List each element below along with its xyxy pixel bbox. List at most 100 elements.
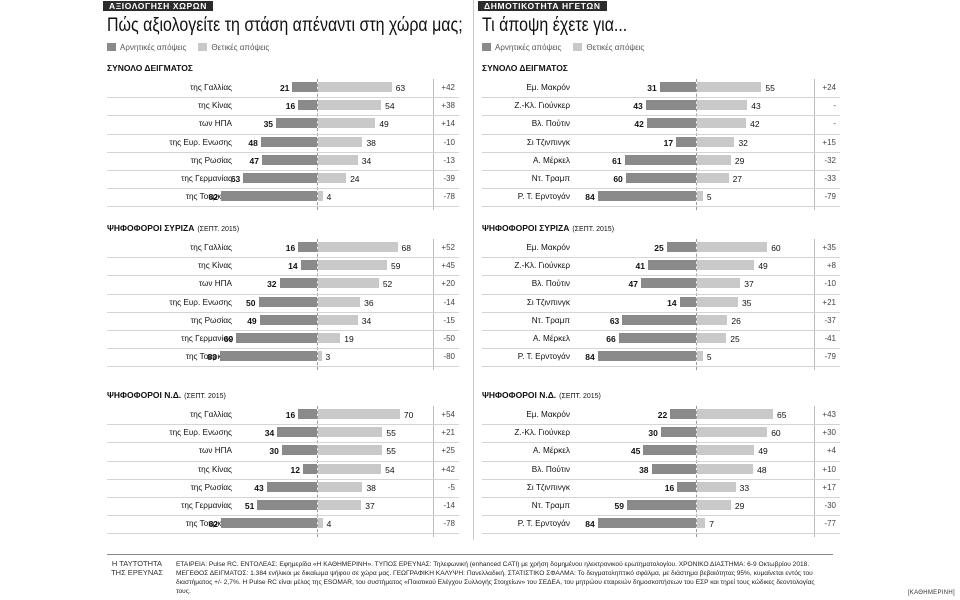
positive-value: 68 [401, 243, 412, 253]
negative-value: 84 [585, 519, 595, 530]
balance-value: -37 [824, 315, 836, 325]
positive-value: 35 [741, 297, 752, 308]
balance-value: -30 [824, 501, 836, 510]
negative-value: 59 [614, 501, 624, 511]
category-label: Βλ. Πούτιν [531, 119, 570, 129]
negative-bar [646, 118, 696, 129]
positive-value: 49 [758, 446, 768, 457]
positive-bar [318, 82, 392, 92]
positive-bar [697, 333, 727, 343]
zero-axis [317, 406, 319, 538]
positive-bar [697, 242, 768, 252]
category-label: Βλ. Πούτιν [531, 464, 570, 474]
negative-bar [660, 427, 696, 438]
negative-value: 14 [288, 261, 298, 272]
negative-bar [659, 82, 696, 92]
diff-separator [814, 406, 815, 538]
balance-value: -10 [443, 137, 455, 147]
category-label: Σι Τζινπινγκ [526, 137, 570, 147]
group-note: (ΣΕΠΤ. 2015) [559, 393, 601, 400]
zero-axis [696, 239, 698, 371]
positive-bar [318, 427, 383, 438]
balance-value: +20 [441, 279, 455, 289]
legend-swatch [198, 43, 208, 51]
positive-value: 3 [325, 352, 331, 363]
positive-value: 48 [757, 464, 767, 475]
positive-value: 55 [765, 83, 775, 93]
negative-value: 16 [285, 410, 296, 420]
balance-value: -15 [443, 315, 455, 325]
positive-bar [697, 500, 731, 510]
positive-value: 49 [379, 119, 389, 130]
row-gridline [107, 151, 459, 153]
positive-value: 34 [361, 155, 372, 166]
category-label: της Ευρ. Ενωσης [169, 297, 232, 307]
row-gridline [482, 151, 840, 153]
positive-value: 4 [326, 192, 332, 203]
row-gridline [107, 293, 459, 295]
group-title: ΨΗΦΟΦΟΡΟΙ Ν.Δ. (ΣΕΠΤ. 2015) [107, 390, 226, 400]
category-label: της Ρωσίας [190, 482, 232, 492]
positive-value: 7 [709, 519, 714, 530]
footer-rule [107, 554, 833, 555]
row-gridline [482, 442, 840, 444]
category-label: της Ευρ. Ενωσης [169, 428, 232, 438]
negative-bar [641, 278, 696, 289]
positive-value: 54 [385, 464, 395, 475]
positive-bar [318, 118, 376, 129]
category-label: Ζ.-Κλ. Γιούνκερ [514, 428, 570, 438]
balance-value: -33 [824, 174, 836, 183]
category-label: Α. Μέρκελ [533, 155, 570, 165]
balance-value: +54 [441, 410, 455, 419]
row-gridline [482, 478, 840, 480]
row-gridline [107, 330, 459, 331]
row-gridline [482, 293, 840, 295]
balance-value: +52 [441, 243, 455, 252]
group-title-text: ΣΥΝΟΛΟ ΔΕΙΓΜΑΤΟΣ [107, 63, 193, 73]
negative-value: 16 [664, 482, 675, 493]
balance-value: +42 [441, 464, 455, 474]
group-note: (ΣΕΠΤ. 2015) [197, 226, 240, 233]
row-gridline [482, 257, 840, 259]
balance-value: +45 [441, 261, 455, 271]
positive-bar [697, 154, 731, 165]
balance-value: -5 [447, 482, 455, 492]
category-label: Ντ. Τραμπ [531, 315, 570, 325]
negative-bar [651, 463, 696, 474]
negative-bar [624, 154, 696, 165]
balance-value: +38 [441, 101, 455, 111]
group-title: ΨΗΦΟΦΟΡΟΙ ΣΥΡΙΖΑ (ΣΕΠΤ. 2015) [107, 223, 239, 233]
negative-bar [243, 173, 317, 183]
row-gridline [107, 188, 459, 190]
positive-bar [697, 409, 774, 419]
positive-bar [697, 118, 747, 129]
row-gridline [107, 206, 459, 208]
positive-bar [318, 191, 323, 202]
negative-bar [677, 481, 696, 492]
group-title: ΨΗΦΟΦΟΡΟΙ ΣΥΡΙΖΑ (ΣΕΠΤ. 2015) [482, 223, 614, 233]
balance-value: -78 [443, 192, 455, 202]
group-title-text: ΨΗΦΟΦΟΡΟΙ Ν.Δ. [482, 390, 557, 400]
negative-value: 17 [663, 137, 674, 148]
category-label: της Κίνας [197, 464, 232, 474]
positive-value: 54 [385, 101, 395, 112]
balance-value: +17 [822, 482, 836, 492]
negative-value: 35 [263, 119, 274, 130]
negative-bar [259, 314, 317, 325]
negative-value: 30 [648, 428, 658, 439]
balance-value: +21 [441, 428, 455, 438]
negative-bar [625, 173, 696, 183]
row-gridline [107, 442, 459, 444]
category-label: Ντ. Τραμπ [531, 174, 570, 183]
row-gridline [482, 424, 840, 426]
category-label: των ΗΠΑ [198, 119, 232, 129]
negative-bar [679, 296, 696, 307]
row-gridline [482, 311, 840, 313]
chart-title: Πώς αξιολογείτε τη στάση απέναντι στη χώ… [107, 15, 463, 36]
category-label: Βλ. Πούτιν [531, 279, 570, 289]
diff-separator [433, 406, 434, 538]
negative-bar [626, 500, 696, 510]
legend-positive: Θετικές απόψεις [573, 43, 644, 52]
positive-bar [318, 154, 358, 165]
positive-value: 33 [739, 482, 750, 493]
